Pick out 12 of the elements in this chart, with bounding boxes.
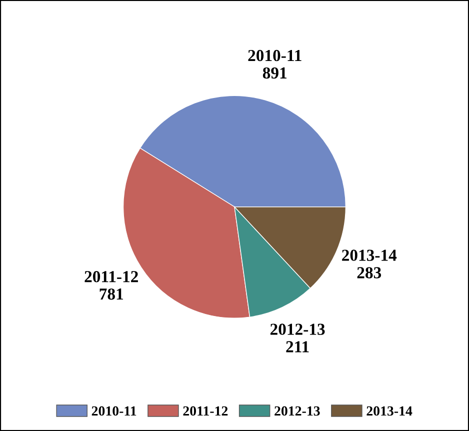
slice-label: 2012-13 <box>270 324 325 335</box>
data-label: 891 <box>262 67 286 79</box>
legend-label: 2012-13 <box>274 406 320 416</box>
legend-label: 2011-12 <box>183 406 228 416</box>
data-label: 283 <box>357 267 382 278</box>
legend-label: 2013-14 <box>366 406 412 416</box>
legend-label: 2010-11 <box>92 406 136 416</box>
slice-label: 2011-12 <box>84 271 138 282</box>
slice-label: 2013-14 <box>342 250 397 261</box>
data-label: 211 <box>286 341 309 352</box>
data-label: 781 <box>100 288 123 300</box>
slice-label: 2010-11 <box>248 50 302 62</box>
